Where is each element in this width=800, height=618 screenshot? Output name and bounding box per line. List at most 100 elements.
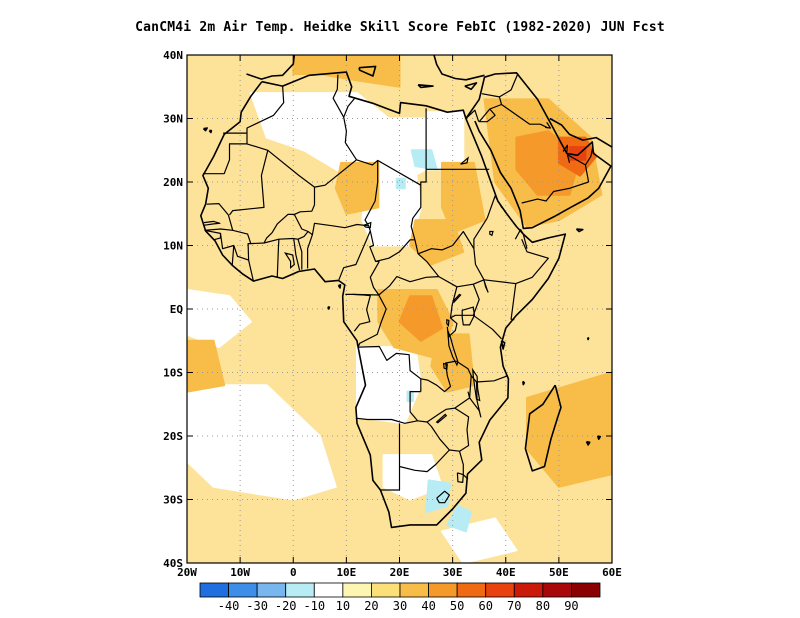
coastline-pemba-zanzibar bbox=[500, 340, 506, 350]
border-lesotho bbox=[436, 490, 450, 504]
border-guinea bbox=[219, 233, 251, 261]
colorbar-swatch bbox=[513, 582, 544, 598]
coastline-bioko bbox=[337, 284, 342, 289]
colorbar-swatch bbox=[571, 582, 601, 598]
border-saudi-oman-uae bbox=[566, 154, 590, 183]
border-ssudan-ethiopia bbox=[473, 248, 485, 281]
colorbar-label: 70 bbox=[507, 599, 521, 613]
colorbar-label: 90 bbox=[564, 599, 578, 613]
coastline-africa bbox=[200, 71, 567, 529]
score-region-atlantic-south-white bbox=[187, 384, 337, 501]
lat-tick-label: 40N bbox=[163, 49, 183, 62]
border-sudan-ssudan bbox=[417, 230, 475, 255]
lon-tick-label: 10E bbox=[336, 566, 356, 579]
border-benin-nigeria bbox=[307, 234, 313, 269]
border-chad-car bbox=[375, 239, 415, 262]
colorbar-swatch bbox=[342, 582, 372, 598]
border-maur-mali bbox=[229, 143, 269, 216]
coastline-comoros bbox=[522, 380, 526, 386]
coastlines-borders bbox=[200, 55, 612, 529]
border-car-drc bbox=[378, 276, 439, 296]
border-tunisia bbox=[332, 74, 355, 118]
border-chad-sudan bbox=[410, 185, 422, 240]
border-drc-zambia bbox=[420, 360, 457, 393]
score-region-libya-cyan bbox=[410, 149, 438, 171]
border-niger-chad bbox=[364, 160, 379, 227]
lake-victoria bbox=[461, 306, 476, 326]
lat-tick-label: 10N bbox=[163, 240, 183, 253]
border-sudan-ethiopia bbox=[473, 217, 488, 249]
border-malawi bbox=[469, 375, 482, 418]
coastline-crete bbox=[417, 84, 434, 89]
colorbar-label: -20 bbox=[275, 599, 297, 613]
border-ssudan-drc-uganda bbox=[438, 276, 485, 288]
border-qatar bbox=[562, 144, 569, 153]
axis-ticks: 20W 10W 0 10E 20E 30E 40E 50E 60E 40N 30N 20N 10N EQ 1… bbox=[163, 49, 622, 579]
border-libya-sudan bbox=[420, 169, 427, 186]
lake-mweru bbox=[442, 362, 448, 371]
coastline-turkey-coast bbox=[433, 55, 485, 81]
border-senegal-south bbox=[204, 228, 233, 231]
colorbar-label: -40 bbox=[218, 599, 240, 613]
border-somaliland bbox=[522, 233, 528, 249]
lat-tick-label: 10S bbox=[163, 367, 183, 380]
lake-turkana bbox=[483, 280, 489, 293]
border-burkina bbox=[263, 231, 309, 244]
coastline-persia-coast bbox=[549, 117, 612, 148]
border-congo-drc bbox=[357, 294, 387, 348]
border-kenya bbox=[483, 279, 517, 321]
lat-tick-label: 40S bbox=[163, 557, 183, 570]
border-drc-angola bbox=[358, 345, 422, 392]
border-sa-mozambique bbox=[458, 451, 469, 480]
lake-volta bbox=[283, 252, 295, 270]
border-sudan-car bbox=[414, 239, 440, 277]
colorbar-label: 40 bbox=[421, 599, 435, 613]
lake-nasser bbox=[460, 156, 469, 165]
border-zambia-zimbabwe bbox=[426, 407, 455, 423]
border-kuwait bbox=[545, 121, 552, 129]
colorbar-swatch bbox=[285, 582, 315, 598]
colorbar-swatch bbox=[256, 582, 287, 598]
border-eswatini bbox=[456, 472, 464, 483]
border-angola-zambia bbox=[409, 391, 421, 422]
border-uae-oman bbox=[584, 146, 594, 166]
score-region-atlantic-west-white bbox=[187, 289, 252, 349]
border-togo-benin bbox=[297, 239, 303, 270]
score-region-natal-cyan bbox=[446, 504, 473, 533]
border-sinai bbox=[465, 109, 480, 122]
border-ethiopia-somalia bbox=[515, 238, 549, 285]
border-nigeria-cameroon bbox=[338, 225, 371, 281]
coastline-seychelles bbox=[586, 336, 590, 341]
border-niger-south bbox=[293, 204, 369, 236]
border-liberia-ivory bbox=[248, 259, 254, 282]
colorbar-label: 20 bbox=[364, 599, 378, 613]
colorbar-swatch bbox=[228, 582, 258, 598]
border-car-cameroon bbox=[369, 261, 380, 296]
coastline-socotra bbox=[575, 228, 584, 233]
border-saudi-yemen bbox=[521, 181, 589, 204]
score-region-atlantic-orange bbox=[187, 339, 226, 393]
gridlines bbox=[187, 55, 612, 563]
coastline-canary-1 bbox=[208, 129, 213, 134]
border-tanzania-mozambique bbox=[476, 375, 509, 383]
colorbar-label: 30 bbox=[393, 599, 407, 613]
score-region-tanzania-orange bbox=[430, 333, 475, 393]
lat-tick-label: 20S bbox=[163, 430, 183, 443]
colorbar-label: -10 bbox=[303, 599, 325, 613]
lon-tick-label: 10W bbox=[230, 566, 250, 579]
lake-tanganyika bbox=[447, 330, 459, 367]
colorbar-swatch bbox=[199, 582, 229, 598]
colorbar-label: 10 bbox=[336, 599, 350, 613]
lon-tick-label: 20E bbox=[390, 566, 410, 579]
lake-albert bbox=[453, 293, 462, 304]
border-namibia-sa bbox=[380, 466, 401, 491]
coastline-sicily bbox=[358, 65, 377, 77]
border-morocco-algeria bbox=[246, 86, 285, 134]
coastline-sao-tome bbox=[327, 306, 331, 310]
lon-tick-label: 0 bbox=[290, 566, 297, 579]
border-ivory-ghana bbox=[276, 239, 280, 277]
lake-tana bbox=[489, 230, 494, 237]
colorbar-swatch bbox=[542, 582, 572, 598]
border-iraq-saudi bbox=[501, 104, 549, 129]
